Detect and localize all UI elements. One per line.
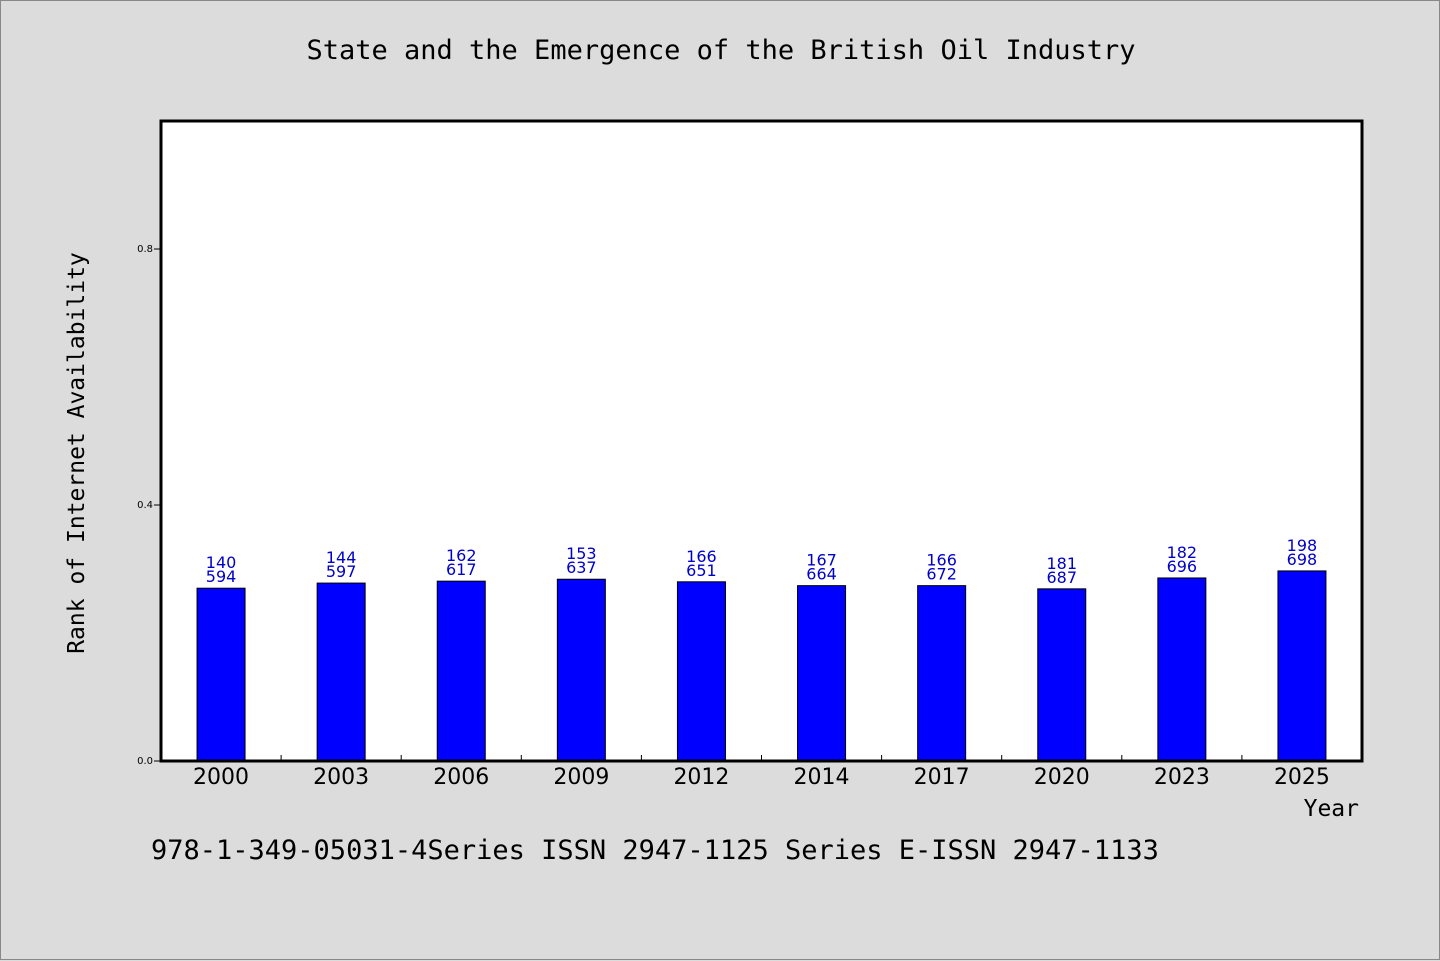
chart-title: State and the Emergence of the British O… (306, 35, 1136, 66)
bar-2006 (436, 580, 486, 762)
data-label-bottom-2023: 696 (1167, 557, 1198, 576)
data-label-bottom-2017: 672 (926, 565, 957, 584)
plot-border (159, 119, 1364, 763)
data-label-top-2012: 166 (686, 547, 717, 566)
x-tick-label-2014: 2014 (794, 765, 850, 790)
data-label-bottom-2014: 664 (806, 565, 837, 584)
bar-2020 (1037, 588, 1087, 762)
bar-2009 (556, 578, 606, 762)
data-label-top-2009: 153 (566, 544, 597, 563)
data-label-bottom-2009: 637 (566, 558, 597, 577)
bar-2023 (1157, 577, 1207, 762)
footnote: 978-1-349-05031-4Series ISSN 2947-1125 S… (151, 835, 1159, 866)
data-label-bottom-2006: 617 (446, 560, 477, 579)
x-tick-label-2023: 2023 (1154, 765, 1210, 790)
data-label-top-2003: 144 (326, 548, 357, 567)
bar-2025 (1277, 570, 1327, 762)
x-tick-label-2003: 2003 (313, 765, 369, 790)
x-axis-label: Year (1303, 796, 1359, 822)
data-label-top-2014: 167 (806, 551, 837, 570)
bar-2014 (797, 585, 847, 762)
y-tick-label: 0.8 (137, 244, 153, 255)
data-label-bottom-2000: 594 (206, 567, 237, 586)
data-label-bottom-2025: 698 (1287, 550, 1318, 569)
bar-2012 (676, 581, 726, 762)
data-label-bottom-2012: 651 (686, 561, 717, 580)
data-label-top-2006: 162 (446, 546, 477, 565)
x-tick-label-2025: 2025 (1274, 765, 1330, 790)
x-tick-label-2017: 2017 (914, 765, 970, 790)
x-tick-label-2009: 2009 (553, 765, 609, 790)
bar-2003 (316, 582, 366, 762)
x-tick-label-2020: 2020 (1034, 765, 1090, 790)
y-tick-label: 0.4 (137, 500, 153, 511)
bar-2000 (196, 587, 246, 762)
data-label-top-2000: 140 (206, 553, 237, 572)
data-label-top-2025: 198 (1287, 536, 1318, 555)
bar-2017 (917, 585, 967, 762)
x-tick-label-2006: 2006 (433, 765, 489, 790)
data-label-bottom-2003: 597 (326, 562, 357, 581)
data-label-bottom-2020: 687 (1046, 568, 1077, 587)
x-tick-label-2000: 2000 (193, 765, 249, 790)
data-label-top-2020: 181 (1046, 554, 1077, 573)
data-label-top-2023: 182 (1167, 543, 1198, 562)
y-tick-label: 0.0 (137, 756, 153, 767)
x-tick-label-2012: 2012 (673, 765, 729, 790)
data-label-top-2017: 166 (926, 551, 957, 570)
